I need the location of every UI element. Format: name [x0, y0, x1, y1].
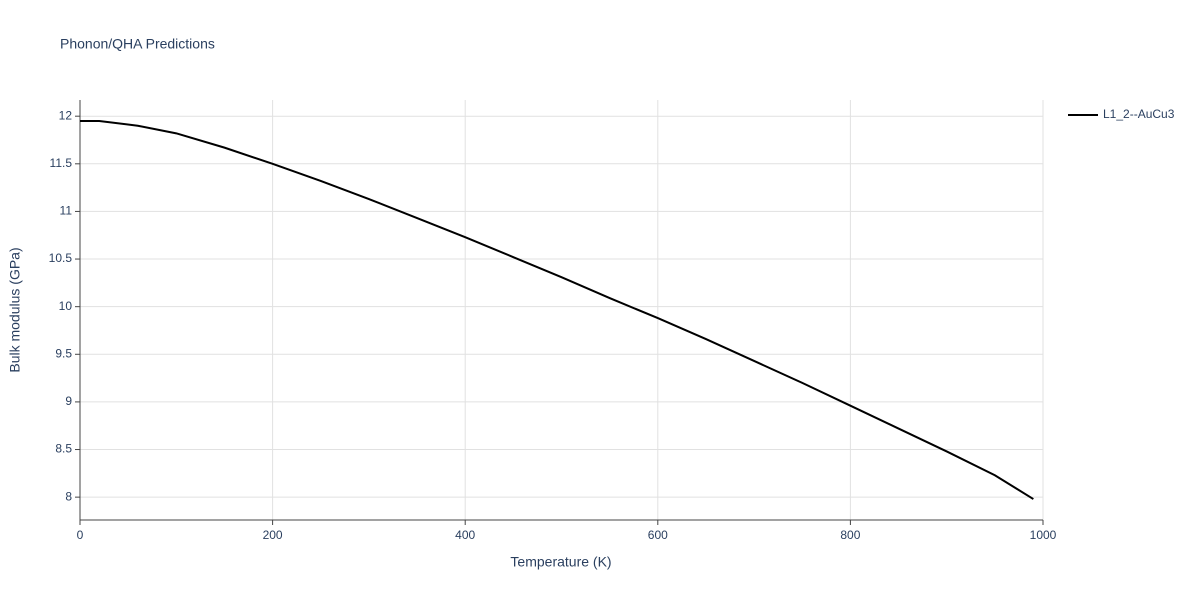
y-tick-label: 9 [65, 394, 72, 408]
y-tick-label: 8 [65, 489, 72, 503]
x-tick-label: 600 [648, 528, 668, 542]
line [80, 119, 1034, 500]
y-tick-label: 12 [59, 108, 73, 122]
y-tick-label: 11 [60, 204, 73, 218]
x-axis-label: Temperature (K) [510, 554, 611, 570]
y-tick-label: 8.5 [55, 442, 72, 456]
legend-label: L1_2--AuCu3 [1103, 107, 1175, 121]
x-tick-label: 1000 [1030, 528, 1057, 542]
y-tick-label: 11.5 [50, 156, 73, 170]
chart-title: Phonon/QHA Predictions [60, 36, 215, 52]
x-tick-label: 200 [263, 528, 283, 542]
y-tick-label: 10.5 [49, 251, 73, 265]
x-tick-label: 400 [455, 528, 475, 542]
x-tick-label: 800 [840, 528, 860, 542]
y-axis-label: Bulk modulus (GPa) [7, 247, 23, 372]
x-tick-label: 0 [77, 528, 84, 542]
y-tick-label: 10 [59, 299, 73, 313]
y-tick-label: 9.5 [55, 346, 72, 360]
